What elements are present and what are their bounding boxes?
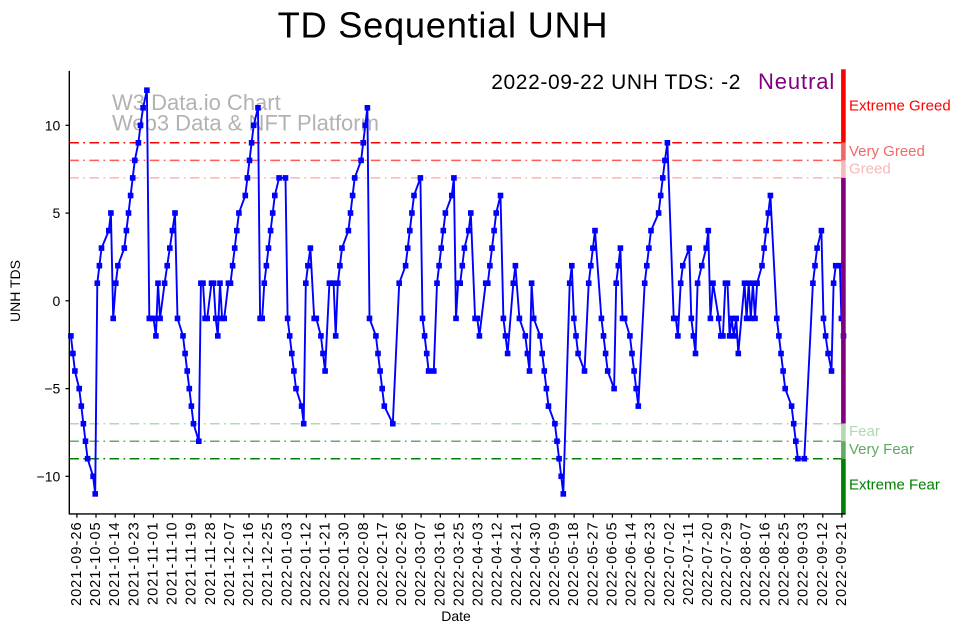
- svg-text:2021-11-19: 2021-11-19: [184, 521, 200, 605]
- svg-text:2022-06-23: 2022-06-23: [643, 521, 659, 606]
- svg-text:2022-05-27: 2022-05-27: [585, 521, 601, 606]
- svg-text:2021-11-10: 2021-11-10: [165, 521, 181, 605]
- svg-text:2022-09-03: 2022-09-03: [796, 521, 812, 606]
- svg-text:2022-07-02: 2022-07-02: [662, 521, 678, 606]
- svg-text:−10: −10: [37, 468, 61, 484]
- svg-text:2022-08-16: 2022-08-16: [757, 521, 773, 606]
- svg-text:2022-08-25: 2022-08-25: [777, 521, 793, 606]
- svg-text:2022-06-05: 2022-06-05: [604, 521, 620, 606]
- svg-text:0: 0: [53, 293, 61, 309]
- svg-text:2022-01-12: 2022-01-12: [298, 521, 314, 606]
- svg-text:2021-09-26: 2021-09-26: [69, 521, 85, 606]
- svg-text:2022-01-30: 2022-01-30: [337, 521, 353, 606]
- svg-text:2021-12-16: 2021-12-16: [241, 521, 257, 606]
- svg-text:2022-09-22 UNH TDS: -2: 2022-09-22 UNH TDS: -2: [491, 71, 741, 94]
- svg-text:2022-07-11: 2022-07-11: [681, 521, 697, 605]
- svg-text:Very Fear: Very Fear: [849, 441, 914, 458]
- svg-text:Very Greed: Very Greed: [849, 143, 925, 160]
- svg-text:2022-03-07: 2022-03-07: [413, 521, 429, 606]
- svg-text:2022-01-21: 2022-01-21: [318, 521, 334, 606]
- svg-text:2022-02-08: 2022-02-08: [356, 521, 372, 606]
- svg-text:2021-12-07: 2021-12-07: [222, 521, 238, 606]
- svg-text:TD Sequential UNH: TD Sequential UNH: [278, 5, 609, 46]
- svg-text:W3 Data.io Chart: W3 Data.io Chart: [112, 90, 281, 115]
- svg-text:2022-04-03: 2022-04-03: [471, 521, 487, 606]
- svg-text:−5: −5: [44, 381, 60, 397]
- svg-text:2022-05-18: 2022-05-18: [566, 521, 582, 606]
- svg-text:2021-12-25: 2021-12-25: [260, 521, 276, 606]
- svg-text:2022-02-26: 2022-02-26: [394, 521, 410, 606]
- svg-text:5: 5: [53, 205, 61, 221]
- svg-text:2022-07-20: 2022-07-20: [700, 521, 716, 606]
- svg-text:10: 10: [45, 117, 61, 133]
- svg-text:Neutral: Neutral: [758, 69, 835, 94]
- svg-text:Fear: Fear: [849, 423, 880, 440]
- svg-text:2021-11-28: 2021-11-28: [203, 521, 219, 605]
- svg-text:UNH TDS: UNH TDS: [7, 260, 23, 322]
- svg-text:2021-10-14: 2021-10-14: [107, 521, 123, 606]
- svg-text:2022-03-25: 2022-03-25: [451, 521, 467, 606]
- svg-text:Extreme Greed: Extreme Greed: [849, 98, 951, 115]
- svg-text:2022-09-12: 2022-09-12: [815, 521, 831, 606]
- svg-text:2022-02-17: 2022-02-17: [375, 521, 391, 606]
- svg-text:2022-05-09: 2022-05-09: [547, 521, 563, 606]
- svg-text:2021-10-23: 2021-10-23: [126, 521, 142, 606]
- svg-text:Web3 Data & NFT Platform: Web3 Data & NFT Platform: [112, 111, 379, 136]
- svg-text:2022-01-03: 2022-01-03: [279, 521, 295, 606]
- svg-text:2022-04-30: 2022-04-30: [528, 521, 544, 606]
- svg-text:2022-07-29: 2022-07-29: [719, 521, 735, 606]
- svg-text:2022-08-07: 2022-08-07: [738, 521, 754, 606]
- svg-text:2022-09-21: 2022-09-21: [834, 521, 850, 606]
- svg-text:2021-10-05: 2021-10-05: [88, 521, 104, 606]
- svg-text:Extreme Fear: Extreme Fear: [849, 477, 940, 494]
- svg-text:2022-06-14: 2022-06-14: [624, 521, 640, 606]
- svg-text:2022-03-16: 2022-03-16: [432, 521, 448, 606]
- svg-text:2022-04-12: 2022-04-12: [490, 521, 506, 606]
- svg-text:2022-04-21: 2022-04-21: [509, 521, 525, 606]
- svg-text:Date: Date: [441, 608, 471, 624]
- svg-text:2021-11-01: 2021-11-01: [145, 521, 161, 605]
- svg-text:Greed: Greed: [849, 161, 891, 178]
